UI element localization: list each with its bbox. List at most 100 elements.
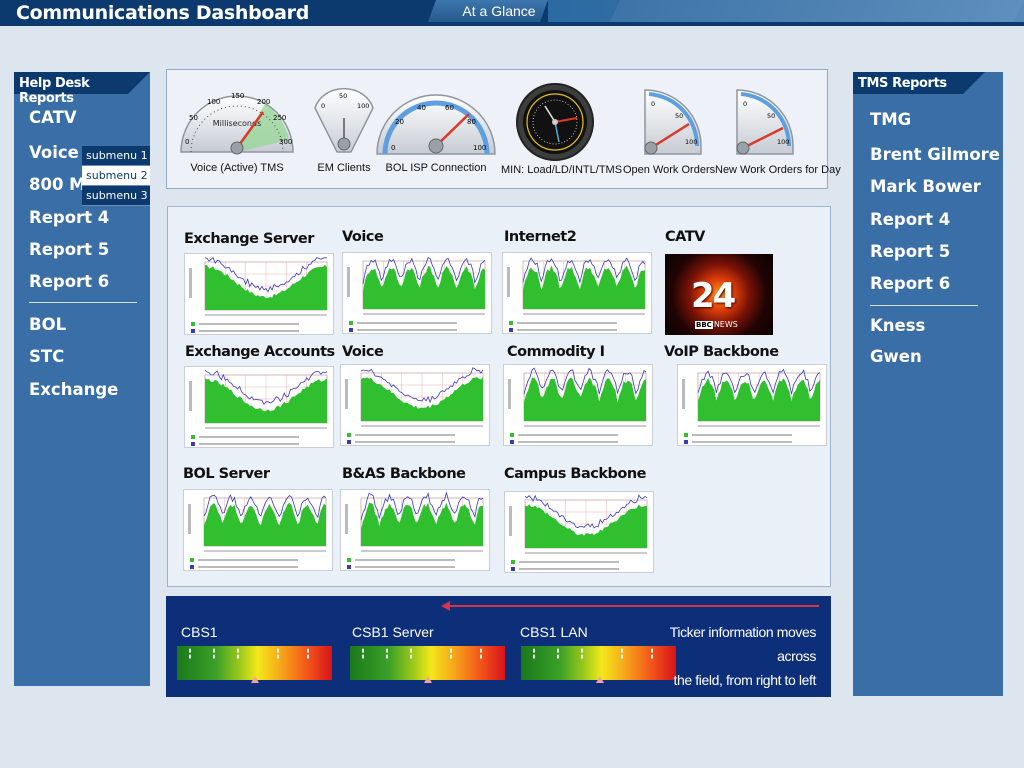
ticker-note: Ticker information moves across the fiel…: [656, 620, 817, 692]
graph-title-campus-backbone: Campus Backbone: [504, 466, 647, 482]
nav-item-gwen[interactable]: Gwen: [870, 347, 922, 366]
nav-item-brent-gilmore[interactable]: Brent Gilmore: [870, 145, 1000, 164]
graph-thumbnail-voice[interactable]: [342, 252, 492, 334]
catv-brand: BBC: [695, 321, 713, 329]
gauge-new-work-orders[interactable]: 0 50 100: [721, 84, 797, 160]
graph-thumbnail-voip-backbone[interactable]: [677, 364, 827, 446]
gauge-tick: 0: [321, 102, 325, 110]
nav-item-stc[interactable]: STC: [29, 347, 65, 366]
submenu-item-1[interactable]: submenu 1: [82, 146, 150, 166]
graph-thumbnail-exchange-accounts[interactable]: [184, 366, 334, 448]
graph-thumbnail-internet2[interactable]: [502, 252, 652, 334]
nav-item-report-6[interactable]: Report 6: [29, 272, 110, 291]
panel-tab-tail: [963, 72, 985, 94]
gauge-tick: 100: [685, 138, 697, 146]
nav-item-bol[interactable]: BOL: [29, 315, 67, 334]
ticker-bar-cbs1-lan[interactable]: ▮▮ ▮▮ ▮▮ ▮▮ ▮▮: [521, 646, 676, 680]
gauge-open-work-orders[interactable]: 0 50 100: [629, 84, 705, 160]
gauge-tick: 100: [777, 138, 789, 146]
nav-item-report-4[interactable]: Report 4: [29, 208, 110, 227]
nav-item-report-5[interactable]: Report 5: [29, 240, 110, 259]
gauge-em-clients[interactable]: 0 50 100: [311, 82, 377, 162]
gauge-tick: 80: [467, 118, 476, 126]
ticker-direction-arrow-icon: [441, 601, 819, 611]
gauge-tick: 100: [473, 144, 486, 152]
ticker-marker-icon: [251, 676, 259, 683]
gauge-tick: 150: [231, 92, 244, 100]
nav-item-report-4[interactable]: Report 4: [870, 210, 951, 229]
gauge-strip: 0 50 100 150 200 250 300 Milliseconds Vo…: [166, 69, 841, 189]
gauge-label-em-clients: EM Clients: [317, 162, 371, 174]
gauge-voice-tms[interactable]: 0 50 100 150 200 250 300 Milliseconds: [177, 80, 297, 160]
nav-item-voice[interactable]: Voice: [29, 143, 79, 162]
gauge-label-min-load: MIN: Load/LD/INTL/TMS: [501, 164, 623, 176]
gauge-tick: 100: [357, 102, 369, 110]
graph-title-voip-backbone: VoIP Backbone: [664, 344, 779, 360]
graph-title-commodity-i: Commodity I: [507, 344, 605, 360]
gauge-label-new-work-orders: New Work Orders for Day: [715, 164, 841, 176]
header-underline: [0, 22, 1024, 26]
graph-thumbnail-bol-server[interactable]: [183, 489, 333, 571]
gauge-tick: 300: [279, 138, 292, 146]
ticker-marker-icon: [596, 676, 604, 683]
catv-channel-number: 24: [691, 276, 736, 316]
gauge-tick: 40: [417, 104, 426, 112]
gauge-unit: Milliseconds: [213, 119, 262, 128]
voice-submenu: submenu 1 submenu 2 submenu 3: [82, 146, 150, 206]
ticker-marker-icon: [424, 676, 432, 683]
graph-thumbnail-campus-backbone[interactable]: [504, 491, 654, 573]
gauge-label-open-work-orders: Open Work Orders: [623, 164, 716, 176]
tms-panel-title: TMS Reports: [853, 72, 963, 94]
graph-title-voice: Voice: [342, 229, 384, 245]
ticker-note-line-1: Ticker information moves across: [669, 624, 817, 664]
nav-item-report-5[interactable]: Report 5: [870, 242, 951, 261]
catv-brand-text: NEWS: [713, 320, 738, 329]
gauge-tick: 0: [185, 138, 189, 146]
ticker-item-cbs1: CBS1: [181, 624, 218, 640]
graph-thumbnail-voice-2[interactable]: [340, 364, 490, 446]
ticker-note-line-2: the field, from right to left: [673, 672, 817, 688]
help-desk-panel-title: Help Desk Reports: [14, 72, 128, 106]
graph-title-bas-backbone: B&AS Backbone: [342, 466, 466, 482]
gauge-tick: 250: [273, 114, 286, 122]
ticker-bar-csb1-server[interactable]: ▮▮ ▮▮ ▮▮ ▮▮ ▮▮: [350, 646, 505, 680]
ticker-item-cbs1-lan: CBS1 LAN: [520, 624, 588, 640]
nav-item-kness[interactable]: Kness: [870, 316, 926, 335]
submenu-item-3[interactable]: submenu 3: [82, 186, 150, 206]
gauge-label-voice-tms: Voice (Active) TMS: [190, 162, 284, 174]
graph-title-bol-server: BOL Server: [183, 466, 270, 482]
nav-item-mark-bower[interactable]: Mark Bower: [870, 177, 981, 196]
status-ticker: CBS1 ▮▮ ▮▮ ▮▮ ▮▮ ▮▮ CSB1 Server ▮▮ ▮▮ ▮▮ ▮▮ ▮▮ C…: [166, 596, 831, 697]
app-header: At a Glance Communications Dashboard: [0, 0, 1024, 26]
gauge-min-load[interactable]: [515, 82, 595, 162]
submenu-item-2[interactable]: submenu 2: [82, 166, 150, 186]
nav-item-report-6[interactable]: Report 6: [870, 274, 951, 293]
catv-news-thumbnail[interactable]: 24 BBC NEWS: [665, 254, 773, 335]
graph-title-internet2: Internet2: [504, 229, 577, 245]
graph-thumbnail-bas-backbone[interactable]: [340, 489, 490, 571]
panel-tab-tail: [128, 72, 150, 94]
ticker-bar-cbs1[interactable]: ▮▮ ▮▮ ▮▮ ▮▮ ▮▮: [177, 646, 332, 680]
gauge-tick: 50: [339, 92, 347, 100]
page-title: Communications Dashboard: [16, 2, 310, 24]
header-band-accent: [609, 0, 1024, 22]
gauge-tick: 50: [189, 114, 198, 122]
nav-divider: [29, 302, 137, 303]
nav-item-tmg[interactable]: TMG: [870, 110, 912, 129]
gauge-label-bol-isp: BOL ISP Connection: [385, 162, 487, 174]
nav-item-exchange[interactable]: Exchange: [29, 380, 119, 399]
nav-item-800mh[interactable]: 800 MH: [29, 175, 100, 194]
gauge-tick: 0: [391, 144, 395, 152]
tab-at-a-glance[interactable]: At a Glance: [462, 3, 536, 19]
nav-item-catv[interactable]: CATV: [29, 108, 77, 127]
graph-thumbnail-exchange-server[interactable]: [184, 253, 334, 335]
ticker-item-csb1-server: CSB1 Server: [352, 624, 434, 640]
graph-thumbnail-commodity-i[interactable]: [503, 364, 653, 446]
gauge-tick: 20: [395, 118, 404, 126]
graph-title-catv: CATV: [665, 229, 705, 245]
gauge-bol-isp[interactable]: 0 20 40 60 80 100: [373, 80, 499, 160]
gauge-tick: 50: [675, 112, 683, 120]
gauge-tick: 50: [767, 112, 775, 120]
gauge-tick: 60: [445, 104, 454, 112]
catv-logo: BBC NEWS: [695, 320, 738, 329]
